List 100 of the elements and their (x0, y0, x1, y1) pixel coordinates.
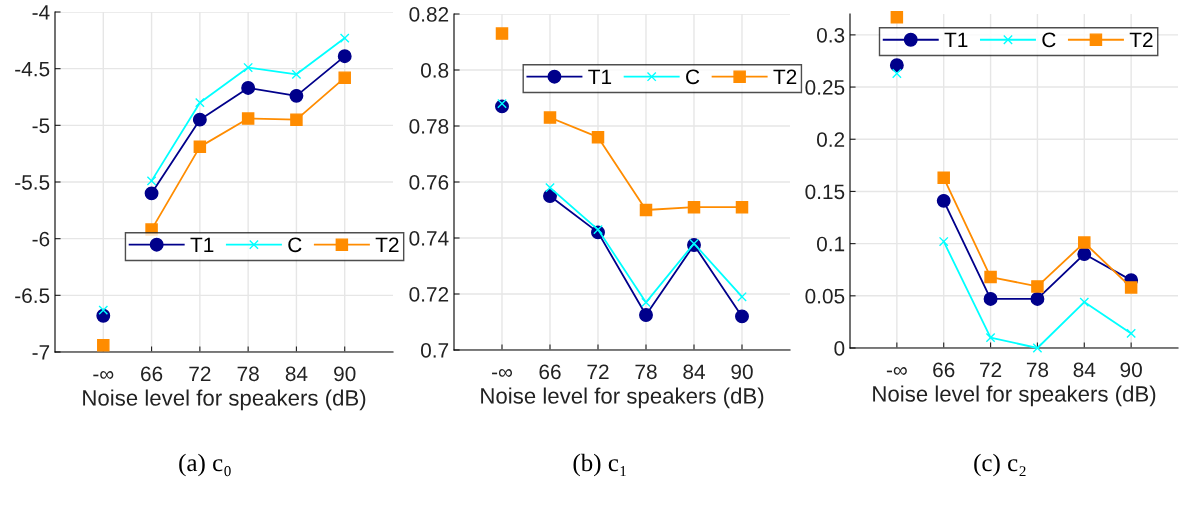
legend-label: T2 (1129, 32, 1153, 48)
point (641, 297, 651, 308)
legend-label: C (686, 69, 700, 85)
point (737, 291, 747, 302)
x-tick-label: -∞ (93, 370, 114, 379)
legend-label: T1 (944, 32, 968, 48)
y-tick-label: -6 (32, 231, 50, 247)
x-tick-label: 78 (635, 364, 657, 380)
point (146, 176, 157, 186)
x-tick-label: 66 (141, 366, 163, 382)
x-tick-label: -∞ (886, 366, 907, 375)
y-tick-label: -4.5 (15, 61, 50, 77)
point (687, 200, 701, 214)
x-tick-label: 90 (334, 366, 356, 382)
x-tick-label: -∞ (492, 368, 513, 377)
point (339, 33, 350, 43)
point (337, 49, 352, 64)
point (545, 182, 555, 193)
point (984, 270, 997, 284)
point (495, 27, 509, 40)
y-tick-label: 0.72 (409, 287, 449, 302)
y-tick-label: 0.1 (816, 236, 845, 252)
point (1126, 328, 1137, 339)
x-tick-label: 72 (980, 362, 1002, 377)
point (1079, 297, 1090, 307)
point (144, 186, 159, 201)
legend-label: C (288, 237, 302, 253)
legend-label: T1 (190, 237, 214, 252)
point (1077, 247, 1092, 262)
point (735, 309, 749, 324)
point (890, 10, 904, 24)
x-axis-title: Noise level for speakers (dB) (481, 387, 764, 409)
point (985, 332, 996, 343)
point (241, 112, 255, 125)
x-tick-label: 72 (189, 366, 211, 381)
y-tick-label: 0.82 (409, 7, 449, 22)
point (241, 80, 256, 95)
x-tick-label: 84 (285, 366, 308, 382)
y-tick-label: 0.2 (816, 132, 845, 147)
legend-label: T2 (773, 69, 797, 84)
point (1030, 291, 1045, 306)
x-axis-title: Noise level for speakers (dB) (873, 385, 1156, 407)
y-tick-label: -6.5 (15, 288, 50, 304)
point (194, 97, 205, 108)
y-tick-label: -5.5 (15, 175, 50, 190)
point (591, 130, 605, 144)
y-tick-label: 0.25 (805, 80, 845, 95)
y-tick-label: 0.78 (409, 119, 449, 134)
y-tick-label: 0.15 (805, 184, 845, 200)
y-tick-label: -7 (32, 345, 50, 360)
point (1031, 280, 1044, 293)
point (1078, 236, 1091, 249)
point (192, 112, 207, 127)
y-tick-label: 0.8 (420, 63, 449, 78)
x-tick-label: 84 (1073, 362, 1096, 378)
point (891, 68, 902, 79)
x-tick-label: 90 (731, 364, 753, 380)
point (98, 305, 109, 315)
x-tick-label: 84 (683, 364, 705, 380)
point (338, 71, 351, 84)
text: (b) c₁ (573, 453, 626, 477)
y-tick-label: -5 (32, 118, 50, 134)
point (193, 140, 207, 154)
x-tick-label: 72 (587, 364, 609, 379)
text: (c) c₂ (974, 453, 1026, 477)
x-tick-label: 90 (1120, 362, 1142, 378)
legend-label: T2 (375, 237, 399, 252)
point (291, 69, 302, 80)
y-tick-label: 0 (834, 341, 845, 356)
y-tick-label: 0.05 (805, 288, 845, 304)
y-tick-label: -4 (32, 5, 50, 20)
point (1124, 281, 1138, 294)
point (290, 113, 303, 126)
point (243, 62, 254, 73)
x-tick-label: 78 (237, 366, 259, 382)
point (1032, 343, 1043, 353)
y-tick-label: 0.7 (420, 343, 449, 358)
point (543, 111, 557, 124)
point (639, 308, 653, 322)
x-axis-title: Noise level for speakers (dB) (83, 389, 366, 411)
x-tick-label: 66 (539, 364, 561, 380)
point (735, 200, 749, 214)
y-tick-label: 0.3 (816, 27, 845, 43)
point (543, 189, 557, 203)
point (593, 224, 603, 235)
legend-label: C (1042, 32, 1056, 48)
point (639, 203, 653, 217)
point (936, 193, 951, 208)
y-tick-label: 0.76 (409, 175, 449, 190)
y-tick-label: 0.74 (409, 231, 449, 246)
x-tick-label: 78 (1026, 362, 1049, 378)
legend-label: T1 (588, 69, 612, 84)
x-tick-label: 66 (933, 362, 955, 378)
point (97, 338, 110, 352)
point (289, 88, 304, 103)
point (983, 291, 998, 306)
point (889, 58, 904, 73)
point (937, 171, 950, 185)
text: (a) c₀ (179, 453, 231, 477)
point (497, 98, 507, 109)
